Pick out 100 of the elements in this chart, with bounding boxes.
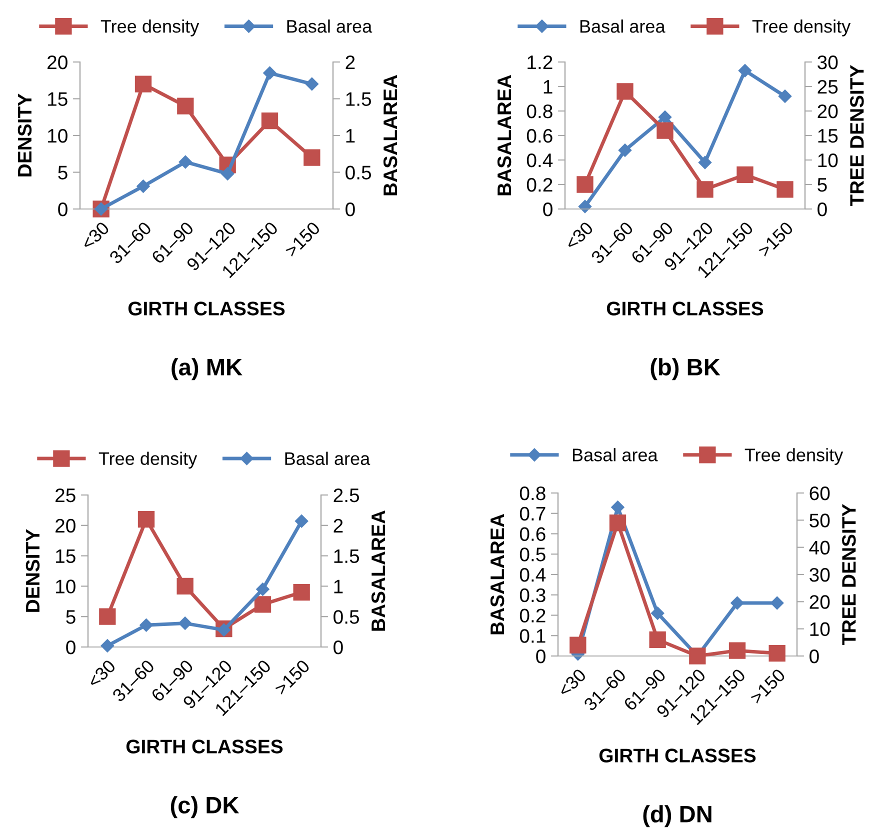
point bbox=[730, 596, 744, 610]
text: (a) MK bbox=[172, 358, 242, 380]
legend-label: Tree density bbox=[98, 452, 198, 469]
y2-tick-label: 10 bbox=[818, 153, 838, 168]
point bbox=[738, 64, 752, 78]
y2-tick-label: 30 bbox=[810, 568, 830, 582]
point bbox=[254, 596, 272, 613]
y2-tick-label: 2 bbox=[346, 55, 355, 70]
y-tick-label: 10 bbox=[48, 128, 68, 143]
x-axis-title: GIRTH CLASSES bbox=[126, 740, 283, 754]
point bbox=[178, 616, 192, 630]
y2-axis-title: BASALAREA bbox=[383, 74, 398, 196]
y2-tick-label: 20 bbox=[810, 595, 830, 609]
y2-axis-title: TREE DENSITY bbox=[842, 504, 856, 646]
point bbox=[134, 76, 152, 92]
y2-axis-title: TREE DENSITY bbox=[850, 65, 864, 206]
point bbox=[656, 122, 674, 139]
y2-tick-label: 25 bbox=[818, 80, 838, 94]
y2-tick-label: 1.5 bbox=[334, 549, 360, 564]
point bbox=[576, 176, 594, 193]
point bbox=[650, 606, 664, 620]
legend-label: Tree density bbox=[100, 20, 200, 36]
y-tick-label: 0.4 bbox=[520, 568, 546, 582]
text: (c) DK bbox=[170, 796, 240, 818]
point bbox=[618, 144, 632, 157]
point bbox=[261, 112, 278, 130]
y-axis-title: DENSITY bbox=[26, 529, 40, 612]
point bbox=[696, 181, 714, 198]
point bbox=[304, 149, 320, 166]
point bbox=[768, 644, 786, 662]
y-axis-title: DENSITY bbox=[18, 94, 32, 176]
y2-tick-label: 30 bbox=[818, 55, 838, 70]
y2-tick-label: 10 bbox=[810, 622, 830, 636]
x-tick-label: <30 bbox=[80, 220, 110, 251]
legend-label: Basal area bbox=[580, 20, 666, 33]
point bbox=[778, 90, 792, 103]
point bbox=[570, 636, 586, 654]
y2-tick-label: 60 bbox=[810, 486, 830, 500]
x-axis-title: GIRTH CLASSES bbox=[599, 748, 756, 762]
text: (d) DN bbox=[643, 805, 712, 828]
y-tick-label: 0.6 bbox=[520, 527, 546, 541]
y-axis-title: BASALAREA bbox=[490, 514, 504, 634]
point bbox=[256, 582, 270, 596]
x-axis-title: GIRTH CLASSES bbox=[606, 302, 764, 316]
y-axis-title: BASALAREA bbox=[497, 74, 512, 196]
point bbox=[698, 156, 712, 170]
y2-tick-label: 20 bbox=[818, 104, 838, 118]
point bbox=[770, 596, 784, 610]
legend-label: Basal area bbox=[285, 452, 370, 466]
legend-label: Basal area bbox=[287, 20, 372, 33]
y2-tick-label: 40 bbox=[809, 540, 830, 555]
y-tick-label: 0.3 bbox=[520, 588, 546, 602]
y-tick-label: 0.5 bbox=[520, 548, 546, 562]
y2-tick-label: 0 bbox=[818, 202, 827, 216]
legend-label: Tree density bbox=[744, 448, 844, 465]
point bbox=[649, 631, 666, 648]
y-tick-label: 15 bbox=[48, 92, 68, 106]
point bbox=[176, 578, 194, 595]
y2-tick-label: 50 bbox=[810, 514, 830, 528]
y-tick-label: 1.2 bbox=[528, 55, 552, 70]
point bbox=[177, 98, 194, 114]
y-tick-label: 20 bbox=[48, 55, 68, 70]
point bbox=[616, 83, 634, 100]
point bbox=[728, 642, 746, 659]
y-tick-label: 0 bbox=[536, 649, 546, 664]
y2-tick-label: 1.5 bbox=[346, 92, 372, 106]
y-tick-label: 15 bbox=[56, 549, 76, 564]
x-axis-title: GIRTH CLASSES bbox=[128, 302, 285, 316]
y2-tick-label: 2 bbox=[334, 518, 343, 532]
point bbox=[99, 608, 116, 625]
y-tick-label: 0 bbox=[66, 640, 76, 654]
point bbox=[305, 77, 319, 91]
point bbox=[609, 514, 626, 532]
y-tick-label: 0.8 bbox=[520, 486, 546, 500]
y2-tick-label: 0.5 bbox=[334, 610, 360, 624]
y2-axis-title: BASALAREA bbox=[371, 510, 386, 631]
point bbox=[263, 66, 276, 80]
y2-tick-label: 0 bbox=[810, 649, 819, 664]
y-tick-label: 5 bbox=[66, 610, 76, 624]
y2-tick-label: 0 bbox=[346, 202, 355, 216]
point bbox=[736, 166, 754, 184]
x-tick-label: <30 bbox=[557, 668, 587, 698]
y-tick-label: 20 bbox=[56, 518, 76, 533]
y-tick-label: 1 bbox=[544, 80, 552, 94]
point bbox=[294, 514, 308, 528]
point bbox=[100, 639, 114, 652]
point bbox=[776, 181, 794, 198]
y-tick-label: 5 bbox=[58, 166, 68, 180]
y-tick-label: 0 bbox=[58, 202, 68, 216]
point bbox=[178, 155, 192, 169]
y2-tick-label: 1 bbox=[334, 580, 343, 594]
text: (b) BK bbox=[650, 358, 720, 380]
y-tick-label: 0.1 bbox=[520, 629, 546, 643]
y2-tick-label: 2.5 bbox=[334, 488, 360, 502]
point bbox=[220, 167, 234, 180]
y-tick-label: 0.2 bbox=[520, 608, 546, 622]
y-tick-label: 0.4 bbox=[526, 153, 553, 168]
point bbox=[293, 584, 310, 601]
y-tick-label: 25 bbox=[56, 488, 76, 502]
y-tick-label: 0.8 bbox=[526, 104, 552, 118]
